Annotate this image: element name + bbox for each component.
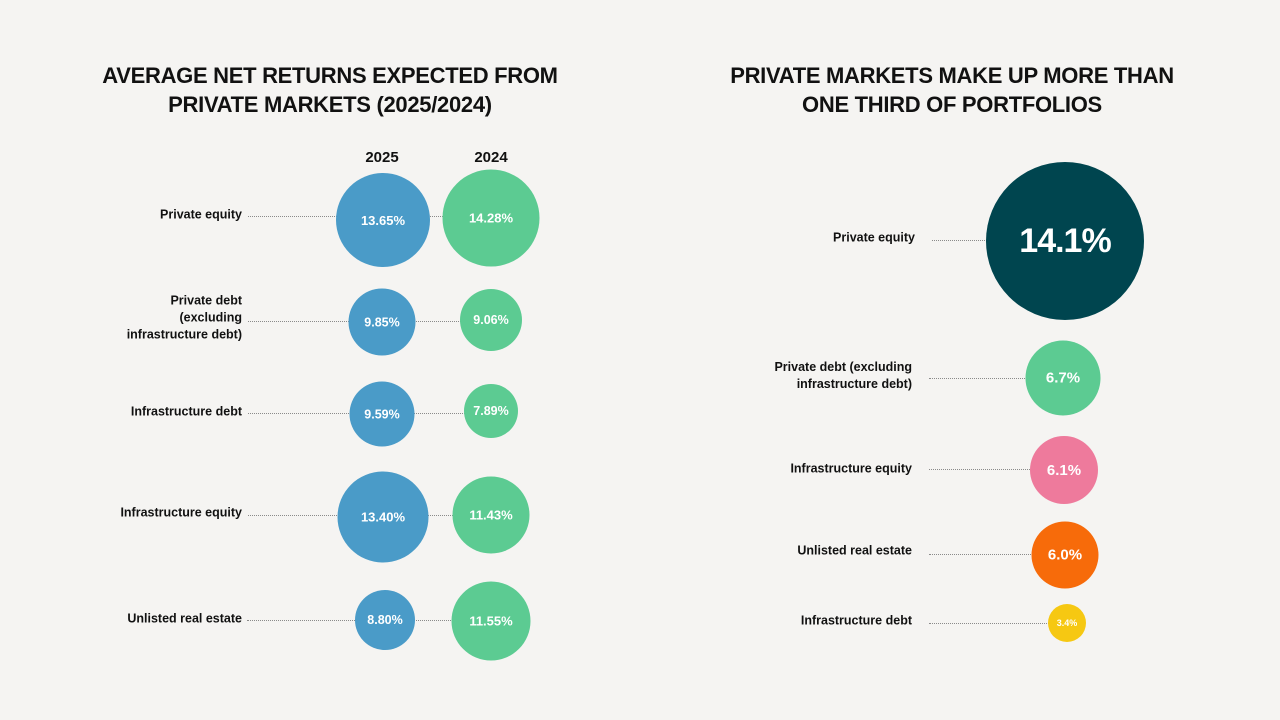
bubble-private-debt-share: 6.7% [1025,340,1101,416]
left-label-private-debt: Private debt (excluding infrastructure d… [126,293,242,342]
bubble-infrastructure-equity-share: 6.1% [1030,436,1098,504]
right-leader-unlisted-real-estate [929,554,1065,555]
bubble-2025-private-equity: 13.65% [336,173,430,267]
right-leader-private-debt [929,378,1063,379]
left-label-infrastructure-equity: Infrastructure equity [120,505,242,520]
right-leader-infrastructure-debt [929,623,1067,624]
right-label-infrastructure-debt: Infrastructure debt [800,613,912,628]
bubble-unlisted-real-estate-share: 6.0% [1031,521,1099,589]
right-label-private-debt: Private debt (excluding infrastructure d… [774,360,912,391]
left-title-line-2: PRIVATE MARKETS (2025/2024) [168,92,492,117]
bubble-2025-infrastructure-equity: 13.40% [337,471,429,563]
right-leader-infrastructure-equity [929,469,1064,470]
left-chart-title: AVERAGE NET RETURNS EXPECTED FROM PRIVAT… [80,61,580,119]
bubble-2025-infrastructure-debt: 9.59% [349,381,415,447]
bubble-2024-infrastructure-debt: 7.89% [464,384,518,438]
bubble-2025-private-debt: 9.85% [348,288,416,356]
left-title-line-1: AVERAGE NET RETURNS EXPECTED FROM [102,63,558,88]
left-label-private-equity: Private equity [160,207,242,222]
right-title-line-2: ONE THIRD OF PORTFOLIOS [802,92,1102,117]
bubble-2025-unlisted-real-estate: 8.80% [355,590,415,650]
right-label-unlisted-real-estate: Unlisted real estate [797,543,912,558]
right-title-line-1: PRIVATE MARKETS MAKE UP MORE THAN [730,63,1174,88]
bubble-2024-unlisted-real-estate: 11.55% [451,581,531,661]
column-header-2025: 2025 [365,149,399,166]
bubble-2024-infrastructure-equity: 11.43% [452,476,530,554]
bubble-2024-private-equity: 14.28% [442,169,540,267]
right-label-infrastructure-equity: Infrastructure equity [790,461,912,476]
bubble-infrastructure-debt-share: 3.4% [1048,604,1086,642]
right-label-private-equity: Private equity [833,230,915,245]
bubble-2024-private-debt: 9.06% [460,289,522,351]
left-label-unlisted-real-estate: Unlisted real estate [127,611,242,626]
left-label-infrastructure-debt: Infrastructure debt [130,404,242,419]
right-chart-title: PRIVATE MARKETS MAKE UP MORE THAN ONE TH… [702,61,1202,119]
bubble-private-equity-share: 14.1% [986,162,1144,320]
column-header-2024: 2024 [474,149,508,166]
